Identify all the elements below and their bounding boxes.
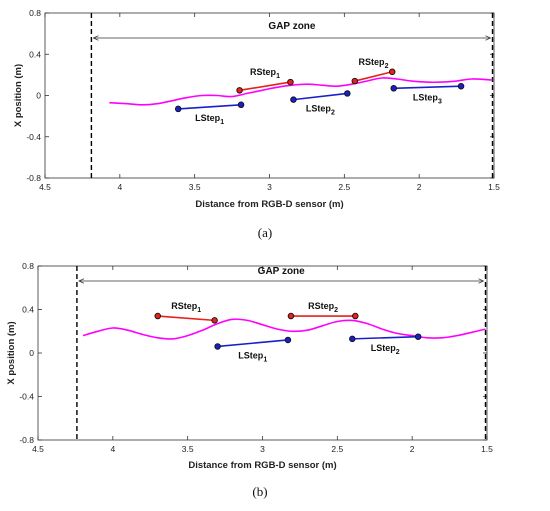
step-marker <box>352 312 359 320</box>
step-label: RStep2 <box>359 57 389 70</box>
step-label-index: 2 <box>331 110 335 117</box>
panel-a: X position (m) Distance from RGB-D senso… <box>13 8 500 240</box>
left-step-line <box>393 85 462 90</box>
gap-zone-label: GAP zone <box>268 21 315 32</box>
x-tick-label: 4 <box>117 182 122 192</box>
x-tick-label: 3 <box>267 182 272 192</box>
x-tick-label: 2 <box>410 444 415 454</box>
right-step-line <box>354 71 393 82</box>
step-label-text: LStep <box>306 104 332 114</box>
step-label: LStep1 <box>195 113 224 126</box>
x-axis-label: Distance from RGB-D sensor (m) <box>195 199 343 210</box>
step-marker <box>237 101 245 109</box>
x-tick-label: 4 <box>110 444 115 454</box>
step-label: RStep1 <box>171 301 201 314</box>
step-marker <box>351 77 359 85</box>
y-tick-label: 0 <box>36 91 41 101</box>
step-marker <box>349 335 356 343</box>
left-step-line <box>352 335 419 340</box>
y-tick-label: -0.8 <box>26 173 41 183</box>
step-marker <box>414 333 422 340</box>
panel-caption: (b) <box>252 484 267 499</box>
y-tick-label: 0 <box>29 348 34 358</box>
step-label-text: LStep <box>413 92 439 102</box>
y-tick-label: -0.8 <box>19 435 34 445</box>
step-label: LStep2 <box>371 343 400 356</box>
panel-caption: (a) <box>258 225 272 240</box>
y-tick-label: 0.4 <box>22 305 34 315</box>
x-tick-label: 3.5 <box>189 182 201 192</box>
step-marker <box>236 87 243 94</box>
step-label: RStep2 <box>308 301 338 314</box>
step-marker <box>284 336 292 344</box>
step-label-text: LStep <box>195 113 221 123</box>
step-marker <box>174 105 182 113</box>
left-step-line <box>217 339 289 348</box>
step-label: LStep1 <box>238 350 267 363</box>
x-tick-label: 3.5 <box>182 444 194 454</box>
left-step-line <box>178 103 242 110</box>
step-label-index: 1 <box>197 307 201 314</box>
step-marker <box>388 68 396 76</box>
step-marker <box>457 82 465 90</box>
step-label-index: 2 <box>334 307 338 314</box>
step-label-text: RStep <box>250 67 277 77</box>
step-label-text: RStep <box>171 301 198 311</box>
step-marker <box>211 317 218 324</box>
step-label: RStep1 <box>250 67 280 80</box>
x-tick-label: 3 <box>260 444 265 454</box>
left-step-line <box>293 92 348 101</box>
y-axis-label: X position (m) <box>6 321 17 384</box>
step-label-index: 1 <box>263 356 267 363</box>
step-marker <box>287 312 295 320</box>
right-step-line <box>157 315 215 322</box>
right-step-line <box>239 81 291 92</box>
x-axis-label: Distance from RGB-D sensor (m) <box>188 460 336 471</box>
y-axis-label: X position (m) <box>13 64 24 127</box>
gap-zone-label: GAP zone <box>258 266 305 277</box>
x-tick-label: 1.5 <box>481 444 493 454</box>
x-tick-label: 4.5 <box>39 182 51 192</box>
x-tick-label: 1.5 <box>488 182 500 192</box>
trajectory-line <box>109 77 493 106</box>
step-label: LStep2 <box>306 104 335 117</box>
step-label-text: RStep <box>359 57 386 67</box>
step-marker <box>344 90 351 97</box>
step-label-index: 1 <box>220 119 224 126</box>
x-tick-label: 2.5 <box>338 182 350 192</box>
y-tick-label: 0.8 <box>29 8 41 18</box>
step-marker <box>290 96 297 103</box>
step-label-index: 2 <box>396 349 400 356</box>
panel-b: X position (m) Distance from RGB-D senso… <box>6 261 493 499</box>
y-tick-label: 0.8 <box>22 261 34 271</box>
step-marker <box>287 78 294 86</box>
step-label-text: LStep <box>238 350 264 360</box>
step-label-index: 3 <box>438 98 442 105</box>
y-tick-label: -0.4 <box>19 392 34 402</box>
step-label-index: 2 <box>385 63 389 70</box>
y-tick-label: 0.4 <box>29 49 41 59</box>
step-label: LStep3 <box>413 92 442 105</box>
step-label-index: 1 <box>276 73 280 80</box>
x-tick-label: 2 <box>417 182 422 192</box>
x-tick-label: 4.5 <box>32 444 44 454</box>
step-marker <box>390 85 397 92</box>
step-label-text: LStep <box>371 343 397 353</box>
step-marker <box>214 343 221 350</box>
y-tick-label: -0.4 <box>26 132 41 142</box>
step-marker <box>154 312 161 320</box>
step-label-text: RStep <box>308 301 335 311</box>
x-tick-label: 2.5 <box>331 444 343 454</box>
